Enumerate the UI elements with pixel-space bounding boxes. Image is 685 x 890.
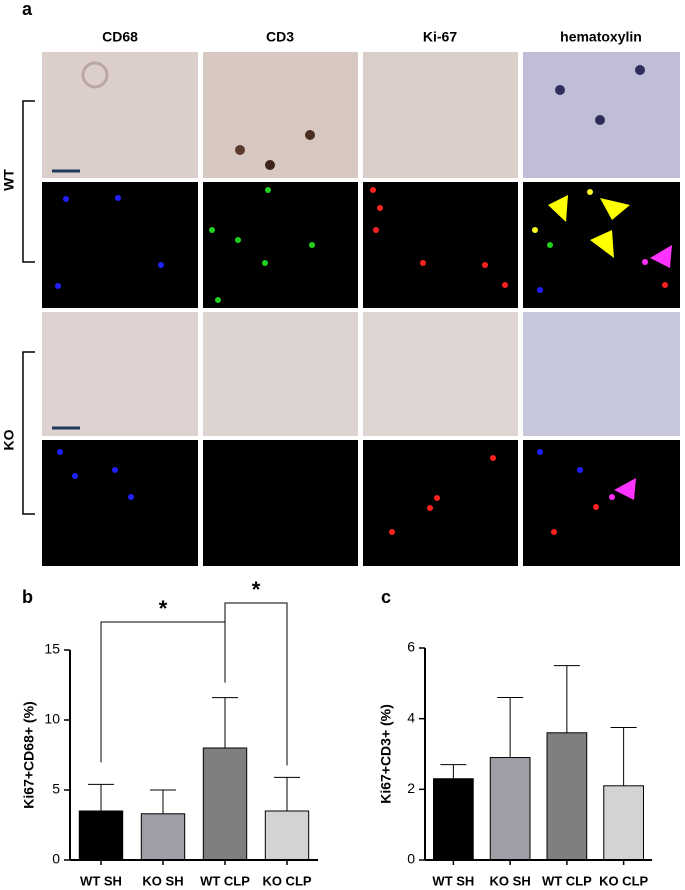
y-tick-label: 0 [52, 851, 60, 867]
bar [78, 810, 124, 861]
cells [52, 61, 672, 535]
micrograph [363, 52, 518, 178]
fluorescence [42, 440, 198, 566]
micrograph [203, 52, 358, 178]
column-header: Ki-67 [423, 29, 457, 45]
column-header: hematoxylin [560, 29, 642, 45]
fluorescence [523, 440, 680, 566]
micrograph [523, 312, 680, 436]
y-tick-label: 2 [407, 780, 415, 796]
micrograph [363, 312, 518, 436]
y-tick-label: 10 [44, 711, 60, 727]
y-axis-label: Ki67+CD68+ (%) [21, 701, 37, 808]
fluorescence [363, 182, 518, 308]
y-tick-label: 15 [44, 641, 60, 657]
column-header: CD68 [102, 29, 138, 45]
significance-star: * [159, 596, 168, 621]
y-tick-label: 4 [407, 709, 415, 725]
column-header: CD3 [266, 29, 294, 45]
panel-label: b [22, 587, 33, 607]
bar [140, 813, 186, 861]
fluorescence [203, 182, 358, 308]
significance-star: * [252, 577, 261, 602]
x-tick-label: KO SH [142, 873, 183, 888]
x-tick-label: KO CLP [262, 873, 311, 888]
y-tick-label: 0 [407, 851, 415, 867]
row-bracket [22, 351, 35, 515]
y-tick-label: 5 [52, 781, 60, 797]
panel-label: c [381, 587, 391, 607]
bar [202, 747, 248, 861]
significance-bracket [100, 621, 226, 763]
x-tick-label: WT CLP [542, 873, 592, 888]
x-tick-label: KO CLP [599, 873, 648, 888]
bar [264, 810, 310, 861]
x-tick-label: WT SH [80, 873, 122, 888]
fluorescence [363, 440, 518, 566]
image-grid [22, 52, 680, 566]
row-bracket [22, 100, 35, 263]
x-tick-label: WT CLP [200, 873, 250, 888]
significance-bracket [224, 602, 288, 766]
fluorescence [203, 440, 358, 566]
row-label: WT [1, 169, 17, 191]
x-tick-label: WT SH [432, 873, 474, 888]
micrograph [42, 312, 198, 436]
micrograph [42, 52, 198, 178]
panel-label: a [22, 0, 33, 19]
fluorescence [42, 182, 198, 308]
x-tick-label: KO SH [490, 873, 531, 888]
bar [489, 757, 531, 861]
micrograph [523, 52, 680, 178]
row-label: KO [1, 429, 17, 450]
bar [603, 785, 644, 861]
y-axis-label: Ki67+CD3+ (%) [378, 704, 394, 804]
bar [433, 778, 474, 861]
y-tick-label: 6 [407, 639, 415, 655]
micrograph [203, 312, 358, 436]
bar [546, 732, 588, 861]
